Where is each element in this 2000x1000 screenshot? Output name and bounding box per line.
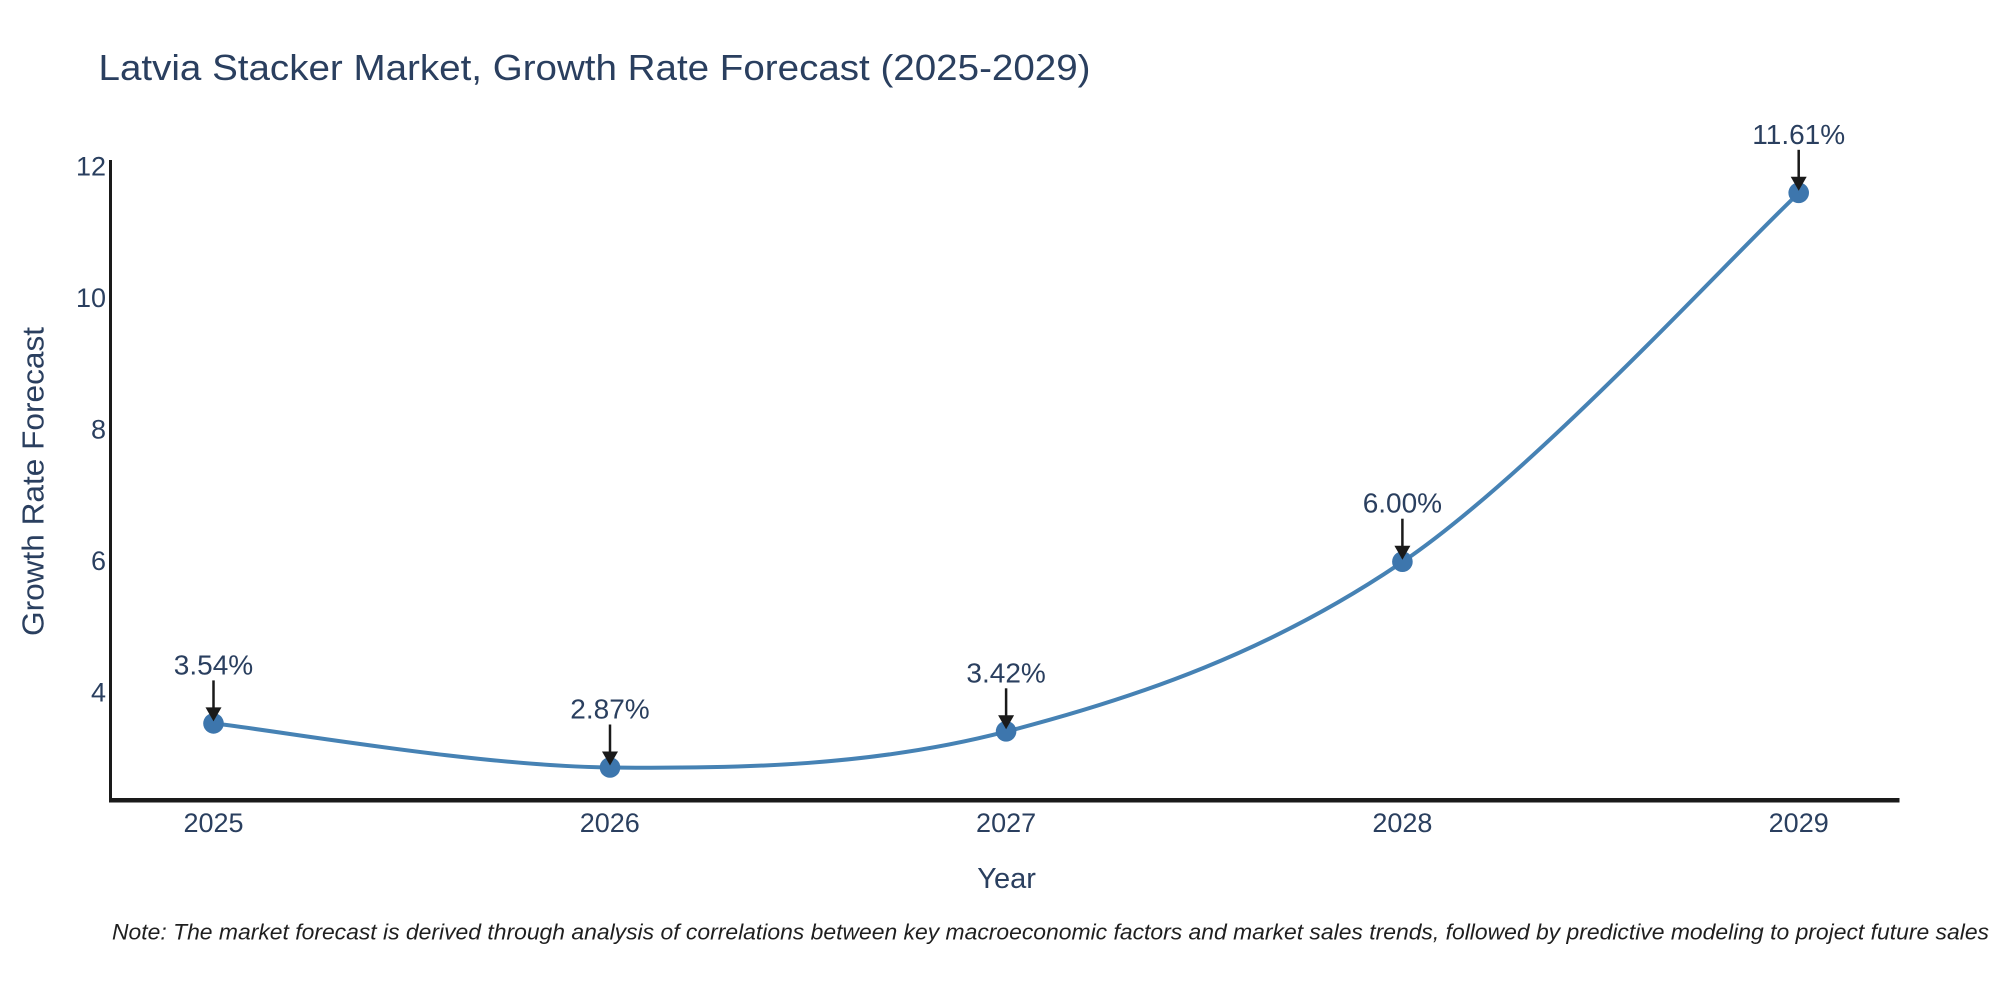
svg-text:Note: The market forecast is d: Note: The market forecast is derived thr… — [112, 920, 1989, 945]
svg-text:10: 10 — [76, 283, 106, 313]
svg-text:Latvia Stacker Market, Growth: Latvia Stacker Market, Growth Rate Forec… — [99, 47, 1091, 88]
svg-text:Growth Rate Forecast: Growth Rate Forecast — [16, 327, 51, 636]
svg-text:12: 12 — [76, 152, 106, 182]
svg-text:6: 6 — [91, 546, 106, 576]
svg-text:2026: 2026 — [580, 808, 640, 838]
svg-text:3.54%: 3.54% — [174, 649, 253, 680]
svg-text:2025: 2025 — [183, 808, 243, 838]
svg-text:2028: 2028 — [1372, 808, 1432, 838]
svg-text:2027: 2027 — [976, 808, 1036, 838]
svg-text:8: 8 — [91, 415, 106, 445]
svg-text:4: 4 — [91, 678, 106, 708]
svg-text:6.00%: 6.00% — [1363, 488, 1442, 519]
svg-text:11.61%: 11.61% — [1752, 119, 1845, 150]
svg-text:2029: 2029 — [1769, 808, 1829, 838]
svg-text:2.87%: 2.87% — [570, 694, 649, 725]
svg-text:Year: Year — [977, 863, 1036, 895]
svg-text:3.42%: 3.42% — [966, 657, 1045, 688]
